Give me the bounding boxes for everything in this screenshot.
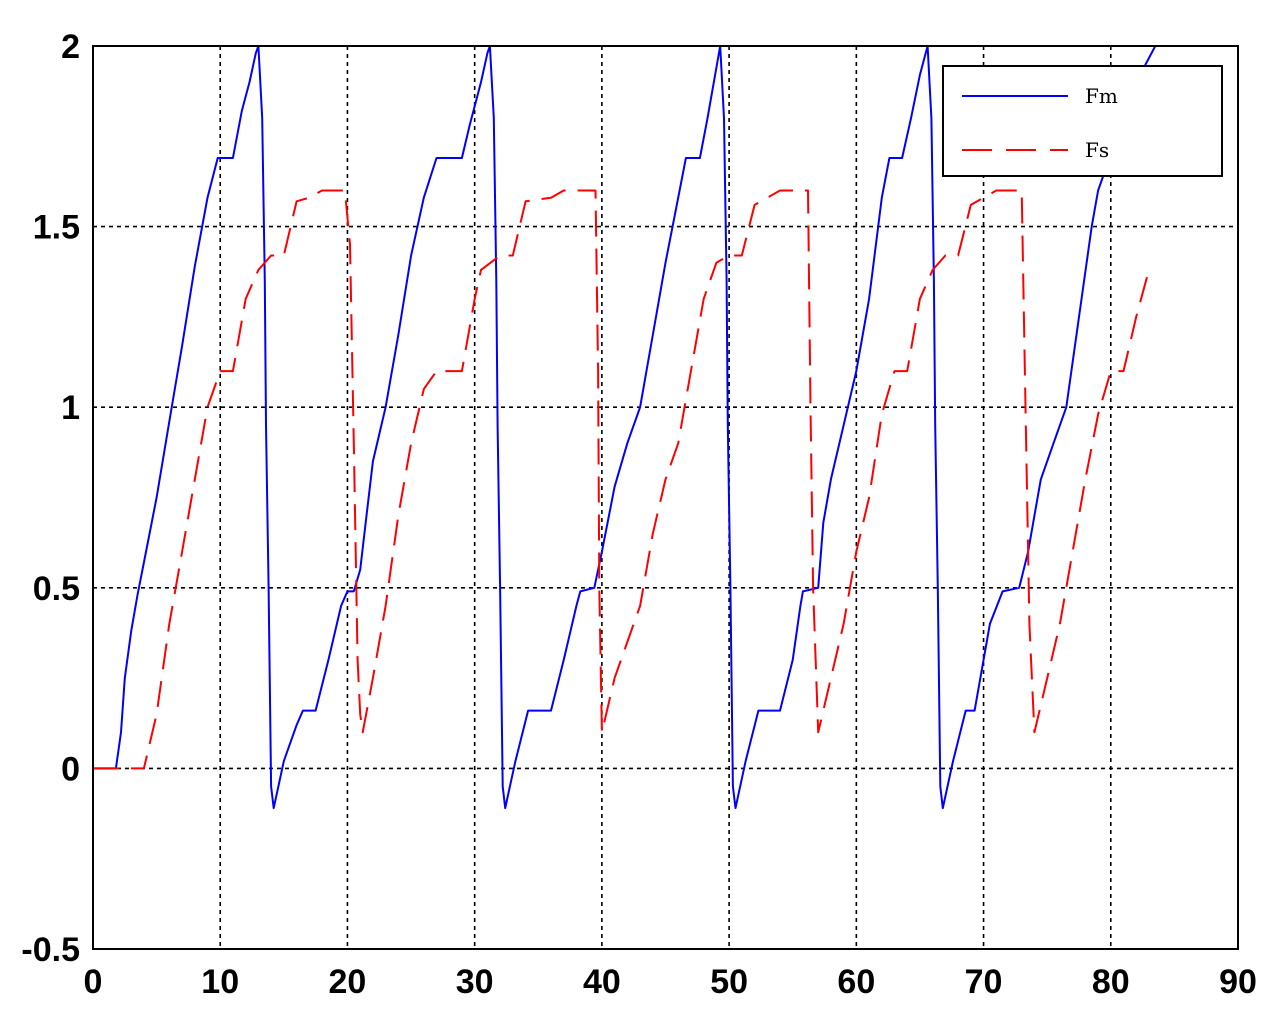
x-tick-label: 10 — [201, 963, 239, 1001]
series-line-fs — [93, 189, 1150, 770]
x-tick-label: 90 — [1219, 963, 1257, 1001]
y-tick-label: -0.5 — [21, 931, 80, 969]
x-tick-label: 0 — [84, 963, 103, 1001]
y-tick-label: 1.5 — [33, 209, 80, 247]
series-layer — [93, 45, 1157, 810]
x-tick-label: 80 — [1092, 963, 1130, 1001]
x-axis-tick-labels: 0 10 20 30 40 50 60 70 80 90 — [84, 963, 1257, 1001]
x-tick-label: 50 — [710, 963, 748, 1001]
legend-box — [942, 65, 1223, 177]
legend-label-fm: Fm — [1085, 84, 1118, 108]
y-tick-label: 2 — [61, 28, 80, 66]
x-tick-label: 70 — [965, 963, 1003, 1001]
x-tick-label: 40 — [583, 963, 621, 1001]
y-tick-label: 0.5 — [33, 570, 80, 608]
x-tick-label: 20 — [329, 963, 367, 1001]
grid-lines — [93, 46, 1238, 949]
legend-label-fs: Fs — [1085, 138, 1109, 162]
y-axis-tick-labels: -0.5 0 0.5 1 1.5 2 — [21, 28, 80, 969]
plot-area-frame — [92, 45, 1239, 950]
legend: Fm Fs — [942, 65, 1223, 177]
x-tick-label: 30 — [456, 963, 494, 1001]
series-line-fm — [93, 45, 1157, 810]
y-tick-label: 1 — [61, 389, 80, 427]
y-tick-label: 0 — [61, 750, 80, 788]
x-tick-label: 60 — [837, 963, 875, 1001]
